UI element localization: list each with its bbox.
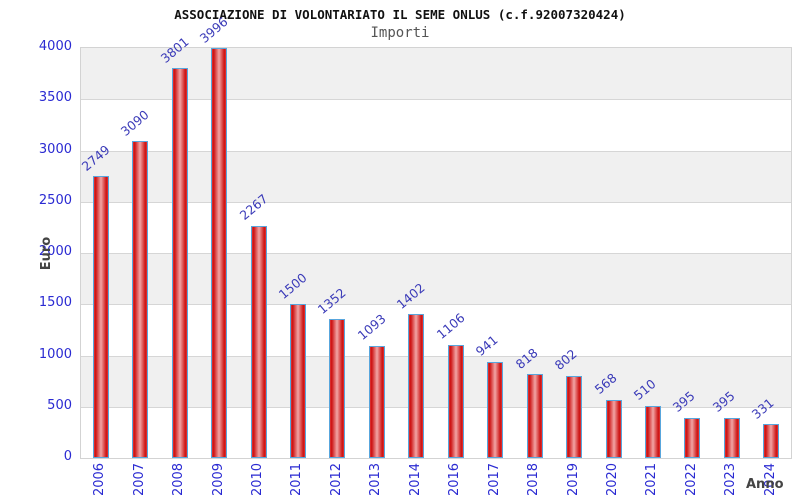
x-tick-text: 2022: [683, 462, 699, 496]
bar-2023: [723, 417, 740, 458]
x-tick-text: 2007: [131, 462, 147, 496]
y-tick-label: 3500: [38, 90, 72, 106]
chart-title: ASSOCIAZIONE DI VOLONTARIATO IL SEME ONL…: [174, 7, 626, 22]
x-tick-label: 2010: [238, 459, 278, 499]
y-tick-label: 3000: [38, 141, 72, 157]
plot-band: [81, 201, 791, 253]
bar-2014: [408, 314, 425, 458]
plot-band: [81, 304, 791, 356]
x-tick-label: 2022: [671, 459, 711, 499]
plot-band: [81, 355, 791, 407]
x-tick-text: 2019: [565, 462, 581, 496]
x-tick-label: 2014: [395, 459, 435, 499]
x-tick-text: 2017: [486, 462, 502, 496]
chart-subtitle: Importi: [370, 25, 430, 41]
y-tick-label: 1000: [38, 346, 72, 362]
x-tick-label: 2011: [277, 459, 317, 499]
plot-band: [81, 406, 791, 458]
x-tick-text: 2023: [723, 462, 739, 496]
bar-2024: [763, 424, 780, 458]
x-tick-label: 2008: [159, 459, 199, 499]
x-tick-label: 2013: [356, 459, 396, 499]
x-tick-text: 2012: [328, 462, 344, 496]
x-tick-label: 2006: [80, 459, 120, 499]
y-tick-label: 0: [63, 449, 72, 464]
x-tick-text: 2006: [92, 462, 108, 496]
gridline: [81, 304, 791, 306]
gridline: [81, 406, 791, 408]
plot-band: [81, 99, 791, 151]
bar-2022: [684, 417, 701, 458]
x-tick-label: 2012: [316, 459, 356, 499]
x-tick-label: 2017: [474, 459, 514, 499]
gridline: [81, 253, 791, 254]
x-tick-text: 2013: [368, 462, 384, 496]
x-tick-text: 2009: [210, 462, 226, 496]
y-tick-label: 500: [47, 397, 72, 413]
bar-2021: [644, 405, 661, 458]
bar-2007: [132, 141, 149, 458]
gridline: [81, 99, 791, 101]
x-tick-text: 2016: [447, 462, 463, 496]
bar-2009: [211, 48, 228, 458]
y-axis-title-text: Euro: [39, 236, 55, 270]
bar-2010: [250, 225, 267, 458]
bar-2006: [92, 176, 109, 458]
bar-2011: [289, 304, 306, 458]
bar-2008: [171, 68, 188, 458]
x-axis-title: Anno: [746, 477, 784, 492]
bar-2019: [566, 375, 583, 458]
x-tick-label: 2020: [593, 459, 633, 499]
x-tick-text: 2011: [289, 462, 305, 496]
gridline: [81, 355, 791, 357]
y-tick-label: 2000: [38, 244, 72, 259]
bar-2018: [526, 374, 543, 458]
x-tick-text: 2021: [644, 462, 660, 496]
plot-area: 2749 3090 3801 3996 2267 1500 1352 1093 1402 1106…: [78, 14, 792, 459]
x-tick-label: 2016: [435, 459, 475, 499]
x-tick-label: 2021: [632, 459, 672, 499]
bar-2013: [368, 345, 385, 458]
plot-band: [81, 253, 791, 305]
x-tick-text: 2008: [171, 462, 187, 496]
bar-2012: [329, 319, 346, 458]
gridline: [81, 201, 791, 203]
plot-band: [81, 150, 791, 202]
x-tick-label: 2009: [198, 459, 238, 499]
bar-2020: [605, 399, 622, 458]
x-tick-text: 2010: [250, 462, 265, 496]
bar-2017: [487, 361, 504, 458]
y-tick-label: 2500: [38, 192, 72, 208]
plot-band: [81, 48, 791, 100]
x-tick-label: 2023: [711, 459, 751, 499]
x-tick-text: 2014: [407, 462, 423, 496]
x-tick-label: 2019: [553, 459, 593, 499]
x-tick-label: 2018: [514, 459, 554, 499]
x-tick-text: 2018: [526, 462, 542, 496]
bar-2016: [447, 344, 464, 458]
gridline: [81, 150, 791, 152]
y-tick-label: 4000: [38, 39, 72, 54]
y-tick-label: 1500: [38, 295, 72, 311]
x-tick-label: 2007: [119, 459, 159, 499]
y-axis-title: Euro: [33, 236, 61, 270]
x-tick-text: 2020: [605, 462, 620, 496]
